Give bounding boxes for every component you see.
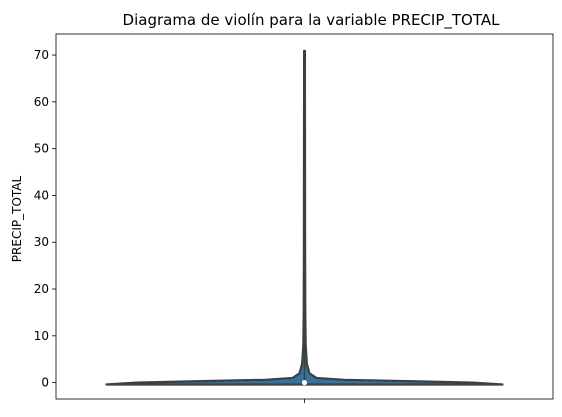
violin-layer (105, 49, 504, 386)
y-tick-label: 70 (34, 48, 49, 62)
plot-frame (55, 33, 554, 400)
y-tick-label: 10 (34, 329, 49, 343)
y-tick-label: 60 (34, 95, 49, 109)
y-tick-label: 50 (34, 142, 49, 156)
y-axis-label: PRECIP_TOTAL (10, 176, 24, 263)
y-tick-label: 40 (34, 188, 49, 202)
y-tick-label: 0 (41, 376, 49, 390)
y-tick-label: 20 (34, 282, 49, 296)
violin-median-marker (301, 380, 308, 386)
y-tick-label: 30 (34, 235, 49, 249)
y-axis-ticks: 0 10 20 30 40 50 60 70 (34, 48, 56, 390)
chart-title: Diagrama de violín para la variable PREC… (123, 11, 501, 30)
